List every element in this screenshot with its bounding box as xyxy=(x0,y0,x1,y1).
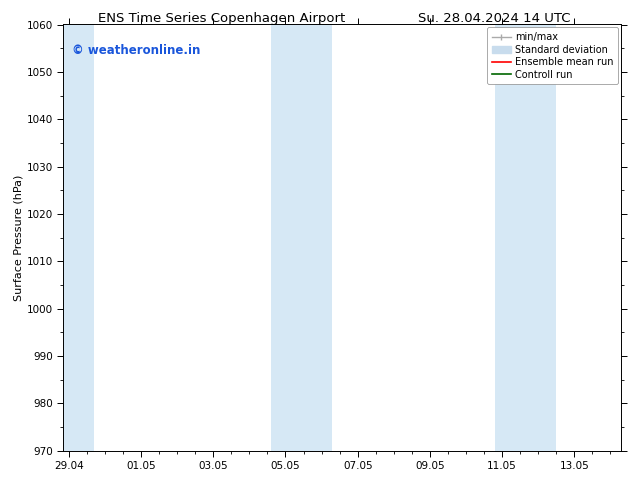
Legend: min/max, Standard deviation, Ensemble mean run, Controll run: min/max, Standard deviation, Ensemble me… xyxy=(487,27,618,84)
Bar xyxy=(495,24,556,451)
Text: Su. 28.04.2024 14 UTC: Su. 28.04.2024 14 UTC xyxy=(418,12,571,25)
Text: © weatheronline.in: © weatheronline.in xyxy=(72,44,200,57)
Y-axis label: Surface Pressure (hPa): Surface Pressure (hPa) xyxy=(14,174,24,301)
Bar xyxy=(63,24,94,451)
Bar xyxy=(271,24,332,451)
Text: ENS Time Series Copenhagen Airport: ENS Time Series Copenhagen Airport xyxy=(98,12,346,25)
